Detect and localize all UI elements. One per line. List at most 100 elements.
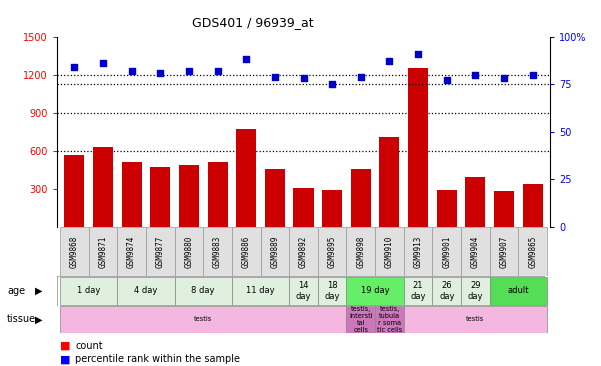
Text: testis: testis (194, 316, 212, 322)
Point (442, 78, 451, 83)
Point (184, 68, 194, 74)
Bar (347, 227, 375, 276)
Text: GSM9886: GSM9886 (242, 235, 251, 268)
Point (70, 64, 79, 70)
Text: testis,
tubula
r soma
tic cells: testis, tubula r soma tic cells (377, 306, 402, 333)
Bar (433, 227, 461, 276)
Text: ▶: ▶ (35, 286, 42, 296)
Bar (289, 227, 318, 276)
Text: 29
day: 29 day (468, 281, 483, 301)
Bar (174, 227, 203, 276)
Text: ▶: ▶ (35, 314, 42, 324)
Text: testis,
intersti
tal
cells: testis, intersti tal cells (349, 306, 373, 333)
Bar (265, 169, 285, 227)
Text: GSM9880: GSM9880 (185, 235, 194, 268)
Text: 4 day: 4 day (134, 287, 157, 295)
Bar (347, 306, 375, 332)
Bar (64, 154, 84, 227)
Text: 19 day: 19 day (361, 287, 389, 295)
Point (413, 51, 423, 57)
Bar (179, 165, 199, 227)
Bar (174, 277, 232, 305)
Point (98, 60, 108, 66)
Point (127, 68, 136, 74)
Bar (93, 147, 113, 227)
Text: GSM9901: GSM9901 (442, 235, 451, 268)
Text: GSM9895: GSM9895 (328, 235, 337, 268)
Bar (461, 277, 490, 305)
Bar (293, 188, 314, 227)
Bar (121, 162, 142, 227)
Text: ■: ■ (60, 354, 70, 365)
Text: 1 day: 1 day (77, 287, 100, 295)
Text: GSM9865: GSM9865 (528, 235, 537, 268)
Bar (117, 277, 174, 305)
Bar (465, 178, 486, 227)
Bar (375, 306, 404, 332)
Point (299, 75, 308, 81)
Text: testis: testis (466, 316, 484, 322)
Text: 14
day: 14 day (296, 281, 311, 301)
Text: 8 day: 8 day (192, 287, 215, 295)
Bar (60, 306, 347, 332)
Text: 21
day: 21 day (410, 281, 426, 301)
Text: 11 day: 11 day (246, 287, 275, 295)
Point (156, 70, 165, 76)
Text: 26
day: 26 day (439, 281, 454, 301)
Bar (490, 277, 547, 305)
Bar (150, 167, 170, 227)
Text: tissue: tissue (7, 314, 36, 324)
Text: GSM9868: GSM9868 (70, 235, 79, 268)
Text: GSM9907: GSM9907 (499, 235, 508, 268)
Text: GSM9874: GSM9874 (127, 235, 136, 268)
Bar (232, 227, 260, 276)
Point (270, 74, 279, 79)
Text: GSM9904: GSM9904 (471, 235, 480, 268)
Point (385, 59, 394, 64)
Text: GDS401 / 96939_at: GDS401 / 96939_at (192, 16, 313, 30)
Text: count: count (75, 341, 103, 351)
Bar (433, 277, 461, 305)
Bar (494, 191, 514, 227)
Text: ■: ■ (60, 341, 70, 351)
Bar (88, 227, 117, 276)
Bar (437, 190, 457, 227)
Bar (523, 184, 543, 227)
Bar (318, 277, 347, 305)
Point (213, 68, 222, 74)
Bar (260, 227, 289, 276)
Bar (117, 227, 146, 276)
Text: adult: adult (508, 287, 529, 295)
Point (471, 72, 480, 78)
Bar (322, 190, 342, 227)
Text: GSM9871: GSM9871 (99, 235, 108, 268)
Bar (461, 227, 490, 276)
Text: GSM9883: GSM9883 (213, 235, 222, 268)
Text: percentile rank within the sample: percentile rank within the sample (75, 354, 240, 365)
Point (528, 72, 537, 78)
Bar (203, 227, 232, 276)
Bar (318, 227, 347, 276)
Bar (404, 306, 547, 332)
Bar (519, 227, 547, 276)
Bar (207, 162, 228, 227)
Bar (490, 227, 519, 276)
Bar (408, 68, 428, 227)
Bar (236, 129, 256, 227)
Text: GSM9910: GSM9910 (385, 235, 394, 268)
Bar (60, 227, 88, 276)
Bar (379, 137, 400, 227)
Point (499, 75, 509, 81)
Bar (375, 227, 404, 276)
Point (242, 56, 251, 62)
Bar (404, 227, 433, 276)
Bar (404, 277, 433, 305)
Bar (146, 227, 174, 276)
Bar (351, 169, 371, 227)
Bar (232, 277, 289, 305)
Text: GSM9913: GSM9913 (413, 235, 423, 268)
Bar (289, 277, 318, 305)
Text: GSM9898: GSM9898 (356, 235, 365, 268)
Text: 18
day: 18 day (325, 281, 340, 301)
Point (328, 81, 337, 87)
